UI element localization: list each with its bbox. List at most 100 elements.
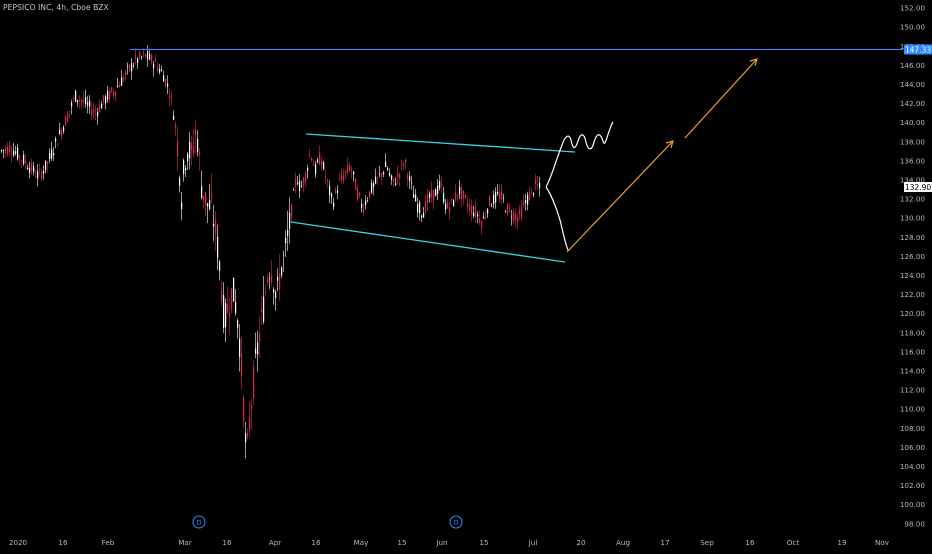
candle-body: [57, 143, 59, 146]
candle-body: [305, 172, 307, 182]
candle-body: [475, 206, 477, 217]
candle-body: [459, 186, 461, 195]
candle-body: [539, 183, 541, 189]
y-tick-label: 110.00: [900, 405, 926, 414]
y-tick-label: 104.00: [900, 462, 926, 471]
candle-body: [75, 90, 77, 102]
candle-body: [309, 155, 311, 157]
candle-body: [491, 205, 493, 207]
candle-body: [47, 161, 49, 164]
projection-path-down: [545, 186, 569, 251]
candle-body: [405, 159, 407, 164]
candle-body: [85, 97, 87, 105]
candle-body: [219, 261, 221, 272]
candle-body: [273, 289, 275, 293]
candle-body: [43, 170, 45, 174]
candle-body: [131, 63, 133, 72]
candle-body: [69, 111, 71, 112]
candle-body: [307, 168, 309, 171]
candle-body: [349, 165, 351, 171]
last-price-badge: 132.90: [905, 183, 931, 192]
candle-body: [253, 366, 255, 399]
candle-body: [407, 174, 409, 180]
candle-body: [297, 182, 299, 185]
candle-body: [431, 189, 433, 198]
candle-body: [381, 173, 383, 178]
candle-body: [391, 175, 393, 180]
candle-body: [217, 236, 219, 258]
candle-body: [55, 138, 57, 142]
candle-body: [263, 296, 265, 322]
dividend-marker[interactable]: [449, 515, 463, 529]
candle-body: [125, 71, 127, 75]
candle-body: [5, 148, 7, 151]
candle-body: [127, 65, 129, 67]
candle-body: [111, 87, 113, 93]
dividend-marker-label: D: [453, 519, 458, 527]
candle-body: [53, 153, 55, 156]
candle-body: [183, 160, 185, 175]
candle-body: [317, 159, 319, 163]
candle-body: [197, 138, 199, 153]
candle-body: [13, 151, 15, 156]
candle-body: [357, 188, 359, 200]
candle-body: [433, 190, 435, 202]
candle-body: [519, 209, 521, 215]
candle-body: [93, 109, 95, 113]
candle-body: [285, 237, 287, 244]
candle-body: [119, 84, 121, 88]
y-tick-label: 102.00: [900, 481, 926, 490]
candle-body: [271, 274, 273, 283]
channel-upper-line[interactable]: [305, 133, 576, 153]
candle-body: [123, 77, 125, 81]
x-tick-label: 20: [576, 538, 586, 547]
candle-body: [159, 68, 161, 73]
candle-body: [19, 155, 21, 159]
candle-body: [67, 114, 69, 122]
x-tick-label: 2020: [9, 538, 28, 547]
dividend-marker[interactable]: [192, 515, 206, 529]
candle-body: [275, 291, 277, 298]
candle-body: [61, 129, 63, 137]
candle-body: [401, 162, 403, 164]
candle-body: [115, 91, 117, 96]
time-axis[interactable]: 2020 16 Feb Mar 16 Apr 16 May 15 Jun 15 Jul 20 Aug 17 S…: [9, 538, 890, 547]
y-tick-label: 152.00: [900, 4, 926, 13]
candle-body: [535, 179, 537, 185]
candle-body: [259, 333, 261, 342]
candle-body: [23, 154, 25, 164]
channel-lower-line[interactable]: [290, 221, 566, 263]
candle-body: [95, 113, 97, 114]
x-tick-label: 15: [479, 538, 488, 547]
candle-body: [241, 354, 243, 376]
candle-body: [411, 182, 413, 184]
candle-body: [461, 187, 463, 200]
candle-body: [323, 162, 325, 169]
candle-body: [487, 209, 489, 214]
candle-body: [515, 214, 517, 220]
candle-body: [21, 160, 23, 161]
candle-body: [387, 168, 389, 170]
y-tick-label: 132.00: [900, 195, 926, 204]
candle-body: [335, 189, 337, 194]
candle-body: [365, 200, 367, 205]
candle-body: [49, 153, 51, 159]
candle-body: [351, 169, 353, 171]
x-tick-label: Apr: [269, 538, 281, 547]
y-tick-label: 108.00: [900, 424, 926, 433]
candle-body: [221, 291, 223, 302]
candle-body: [235, 301, 237, 314]
candle-body: [429, 193, 431, 198]
candle-body: [213, 223, 215, 227]
y-tick-label: 130.00: [900, 214, 926, 223]
price-axis[interactable]: 98.00 100.00 102.00 104.00 106.00 108.00 110.0…: [900, 4, 926, 529]
y-tick-label: 106.00: [900, 443, 926, 452]
candle-body: [281, 267, 283, 276]
projection-wave-up: [545, 121, 614, 188]
candle-body: [447, 202, 449, 209]
candle-body: [173, 115, 175, 120]
x-tick-label: 15: [397, 538, 406, 547]
candle-body: [359, 192, 361, 196]
